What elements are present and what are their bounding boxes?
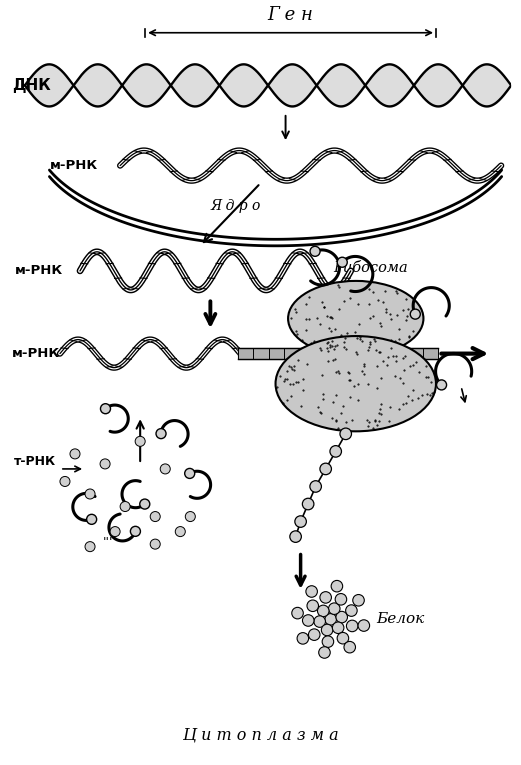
Circle shape [310, 480, 321, 492]
Text: т-РНК: т-РНК [14, 455, 56, 468]
Circle shape [184, 468, 195, 478]
Circle shape [60, 477, 70, 487]
Ellipse shape [288, 281, 424, 356]
Circle shape [156, 428, 166, 438]
Text: Я д р о: Я д р о [210, 199, 260, 213]
Text: ДНК: ДНК [13, 78, 51, 93]
Circle shape [322, 636, 333, 647]
Circle shape [332, 622, 344, 633]
Circle shape [337, 257, 348, 267]
Circle shape [437, 380, 446, 390]
Circle shape [101, 404, 110, 414]
Circle shape [340, 428, 352, 440]
Circle shape [302, 498, 314, 509]
Circle shape [85, 542, 95, 552]
Circle shape [292, 607, 303, 619]
Circle shape [410, 309, 420, 319]
Circle shape [314, 616, 326, 627]
Text: Ц и т о п л а з м а: Ц и т о п л а з м а [182, 726, 339, 743]
Text: Белок: Белок [376, 612, 424, 627]
Circle shape [335, 594, 346, 605]
Circle shape [185, 512, 195, 522]
Circle shape [331, 581, 343, 592]
Circle shape [320, 591, 331, 603]
Circle shape [130, 526, 141, 536]
Circle shape [295, 516, 306, 527]
Circle shape [120, 502, 130, 512]
Text: м-РНК: м-РНК [15, 265, 63, 278]
Circle shape [344, 641, 355, 653]
Circle shape [135, 436, 145, 446]
Circle shape [307, 600, 318, 611]
Circle shape [140, 499, 150, 509]
Circle shape [297, 633, 308, 644]
Circle shape [353, 594, 364, 606]
Circle shape [329, 603, 340, 614]
Circle shape [310, 246, 320, 256]
Circle shape [306, 586, 317, 597]
Text: ''': ''' [102, 536, 113, 549]
Circle shape [150, 512, 160, 522]
Circle shape [290, 531, 301, 542]
Text: м-РНК: м-РНК [50, 159, 98, 172]
Circle shape [70, 449, 80, 459]
Circle shape [317, 605, 329, 617]
Circle shape [321, 624, 333, 636]
Ellipse shape [276, 336, 436, 431]
Text: Рибосома: Рибосома [333, 262, 408, 275]
Circle shape [336, 611, 348, 623]
Circle shape [160, 464, 170, 474]
Circle shape [110, 526, 120, 536]
Text: м-РНК: м-РНК [13, 347, 60, 360]
Circle shape [86, 514, 97, 524]
Circle shape [345, 605, 357, 617]
Circle shape [319, 646, 330, 658]
Circle shape [303, 615, 314, 627]
Circle shape [308, 629, 320, 640]
Circle shape [337, 633, 349, 644]
Circle shape [85, 489, 95, 499]
Circle shape [175, 526, 185, 536]
Circle shape [346, 620, 358, 632]
Text: Г е н: Г е н [268, 5, 314, 24]
Circle shape [100, 459, 110, 469]
Circle shape [320, 463, 331, 475]
Circle shape [358, 620, 369, 631]
Circle shape [150, 539, 160, 549]
Circle shape [325, 614, 337, 625]
Circle shape [330, 445, 341, 457]
